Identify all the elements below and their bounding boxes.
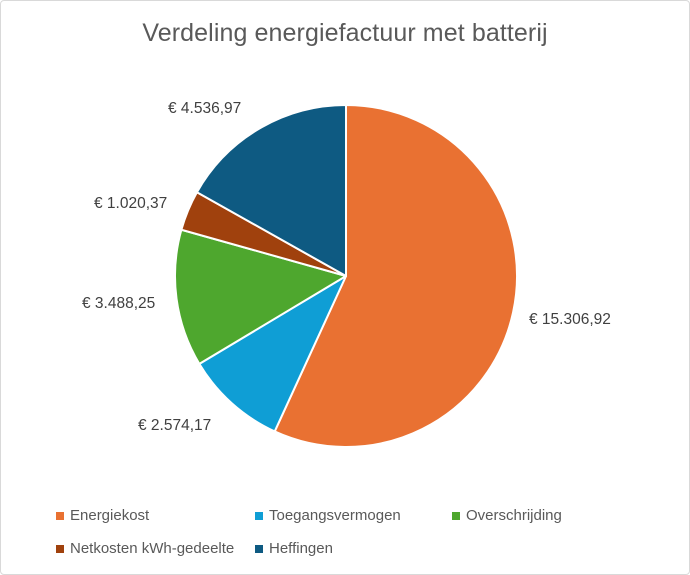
pie-slice-overschrijding <box>174 228 347 365</box>
data-label-overschrijding: € 3.488,25 <box>82 295 155 312</box>
pie-data-labels: € 15.306,92 € 2.574,17 € 3.488,25 € 1.020,3… <box>82 100 611 434</box>
data-label-heffingen: € 4.536,97 <box>168 100 241 117</box>
data-label-netkosten-kwh-gedeelte: € 1.020,37 <box>94 195 167 212</box>
pie-slices <box>174 104 519 448</box>
pie-slice-heffingen <box>195 104 347 277</box>
pie-slice-toegangsvermogen <box>198 275 347 433</box>
chart-title: Verdeling energiefactuur met batterij <box>142 19 548 47</box>
pie-slice-energiekost <box>273 104 519 448</box>
data-label-toegangsvermogen: € 2.574,17 <box>138 417 211 434</box>
data-label-energiekost: € 15.306,92 <box>529 311 611 328</box>
